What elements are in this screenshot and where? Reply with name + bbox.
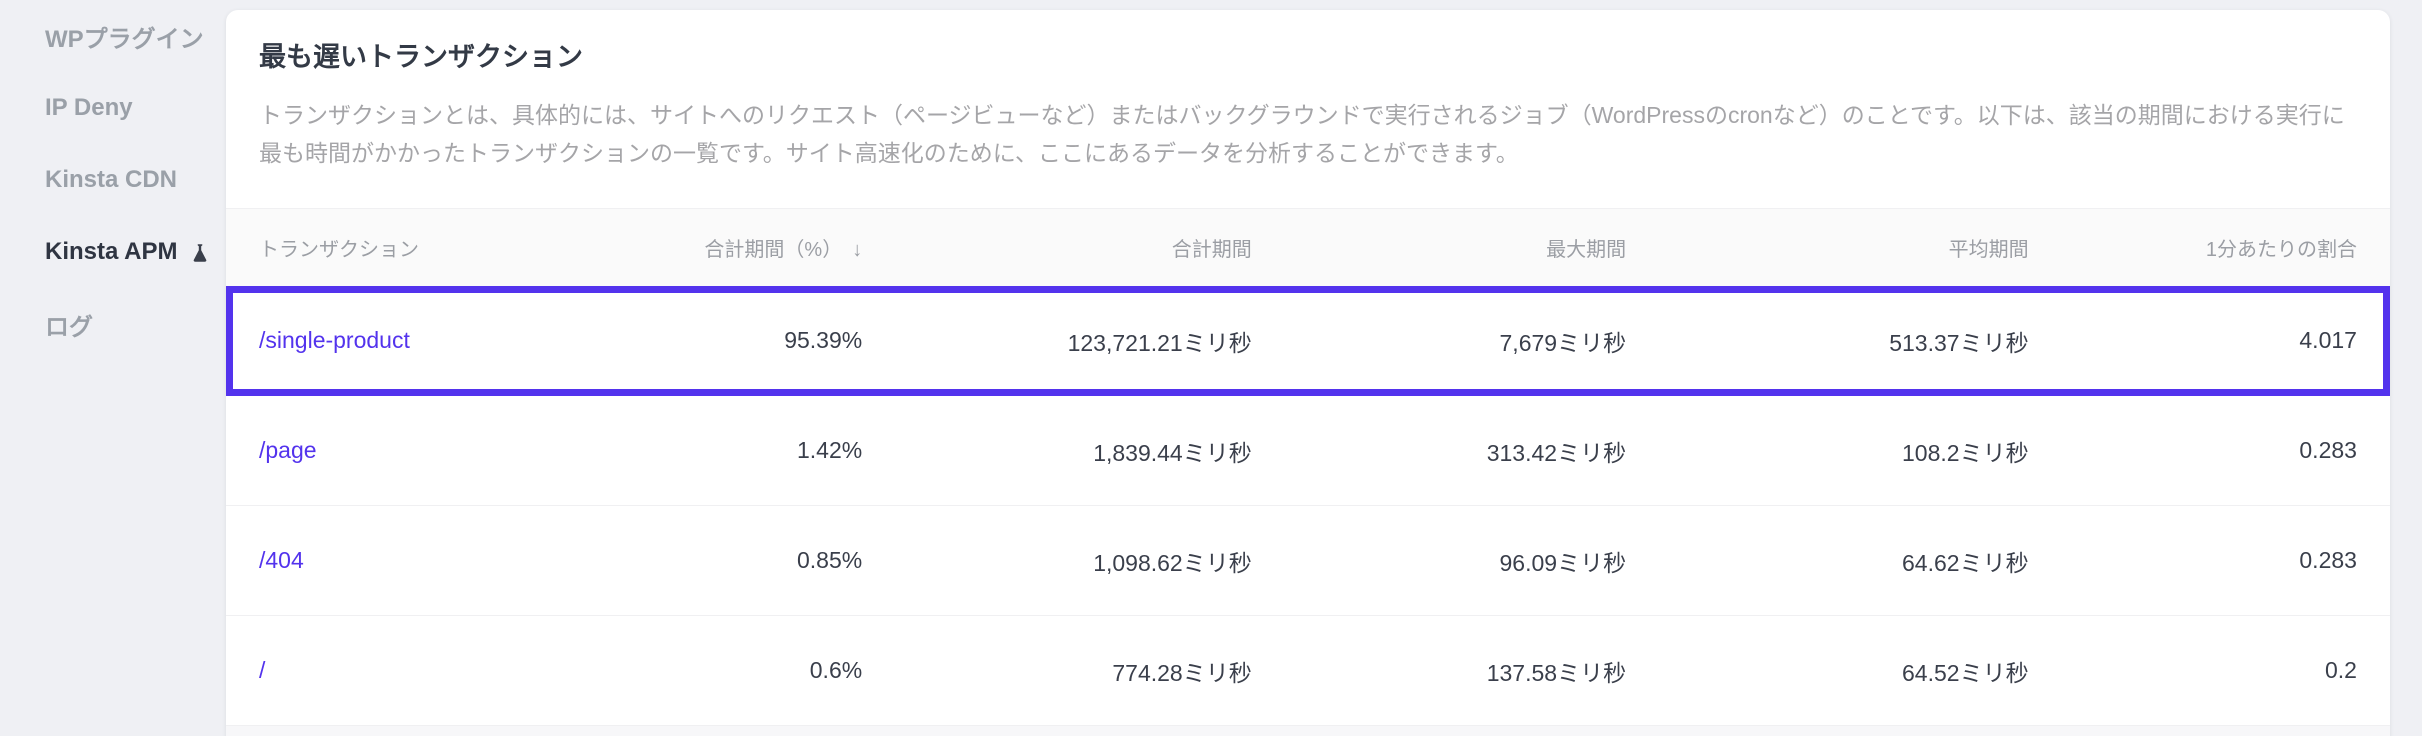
transaction-cell: /page [226,437,616,464]
transaction-link[interactable]: / [259,657,266,683]
total-duration-cell: 774.28ミリ秒 [1112,659,1252,686]
rate-per-minute-cell: 4.017 [2299,327,2357,353]
total-duration-pct-cell: 1.42% [796,437,863,463]
sort-desc-icon: ↓ [852,239,863,261]
sidebar-item-kinsta-cdn[interactable]: Kinsta CDN [45,144,226,216]
column-header-max-duration[interactable]: 最大期間 [1546,239,1627,261]
transaction-link[interactable]: /404 [259,547,304,573]
sidebar-item-kinsta-apm[interactable]: Kinsta APM [45,216,226,288]
sidebar-item-ip-deny[interactable]: IP Deny [45,72,226,144]
transaction-cell: /single-product [226,327,616,354]
transaction-cell: /404 [226,547,616,574]
column-header-transaction[interactable]: トランザクション [259,239,419,261]
sidebar-item-label: IP Deny [45,94,133,121]
avg-duration-cell: 108.2ミリ秒 [1902,439,2029,466]
max-duration-cell: 7,679ミリ秒 [1499,329,1627,356]
total-duration-pct-cell: 0.85% [796,547,863,573]
sidebar-item-label: WPプラグイン [45,25,204,53]
total-duration-pct-cell: 0.6% [809,657,863,683]
page-title: 最も遅いトランザクション [259,42,583,72]
total-duration-cell: 1,839.44ミリ秒 [1093,439,1252,466]
slowest-transactions-panel: 最も遅いトランザクション トランザクションとは、具体的には、サイトへのリクエスト… [226,10,2390,736]
sidebar-item-logs[interactable]: ログ [45,288,226,360]
total-duration-pct-cell: 95.39% [784,327,863,353]
sidebar-item-label: ログ [45,313,93,341]
max-duration-cell: 96.09ミリ秒 [1499,549,1627,576]
max-duration-cell: 313.42ミリ秒 [1486,439,1627,466]
sidebar-item-label: Kinsta APM [45,238,178,265]
total-duration-cell: 123,721.21ミリ秒 [1067,329,1252,356]
rate-per-minute-cell: 0.283 [2299,437,2357,463]
column-header-label: 合計期間（%） [704,239,843,261]
rate-per-minute-cell: 0.283 [2299,547,2357,573]
table-row: /single-product 95.39% 123,721.21ミリ秒 7,6… [226,286,2390,396]
table-row: / 0.6% 774.28ミリ秒 137.58ミリ秒 64.52ミリ秒 0.2 [226,616,2390,726]
panel-description: トランザクションとは、具体的には、サイトへのリクエスト（ページビューなど）または… [259,102,2345,166]
avg-duration-cell: 64.62ミリ秒 [1902,549,2029,576]
panel-header: 最も遅いトランザクション トランザクションとは、具体的には、サイトへのリクエスト… [226,10,2390,172]
table-header-row: トランザクション 合計期間（%） ↓ 合計期間 最大期間 平均期間 1分あたりの割… [226,208,2390,286]
avg-duration-cell: 64.52ミリ秒 [1902,659,2029,686]
sidebar-item-wp-plugins[interactable]: WPプラグイン [45,0,226,72]
transaction-cell: / [226,657,616,684]
column-header-total-duration-pct[interactable]: 合計期間（%） ↓ [616,233,863,262]
max-duration-cell: 137.58ミリ秒 [1486,659,1627,686]
transactions-table: トランザクション 合計期間（%） ↓ 合計期間 最大期間 平均期間 1分あたりの割… [226,208,2390,736]
rate-per-minute-cell: 0.2 [2324,657,2357,683]
column-header-rate-per-minute[interactable]: 1分あたりの割合 [2205,239,2357,261]
table-row: /404 0.85% 1,098.62ミリ秒 96.09ミリ秒 64.62ミリ秒… [226,506,2390,616]
sidebar-item-label: Kinsta CDN [45,166,178,193]
table-footer [226,726,2390,736]
total-duration-cell: 1,098.62ミリ秒 [1093,549,1252,576]
column-header-total-duration[interactable]: 合計期間 [1171,239,1252,261]
transaction-link[interactable]: /page [259,437,317,463]
sidebar: WPプラグイン IP Deny Kinsta CDN Kinsta APM ログ [0,0,226,736]
flask-icon [189,242,211,264]
table-row: /page 1.42% 1,839.44ミリ秒 313.42ミリ秒 108.2ミ… [226,396,2390,506]
avg-duration-cell: 513.37ミリ秒 [1889,329,2029,356]
column-header-avg-duration[interactable]: 平均期間 [1948,239,2029,261]
transaction-link[interactable]: /single-product [259,327,410,353]
